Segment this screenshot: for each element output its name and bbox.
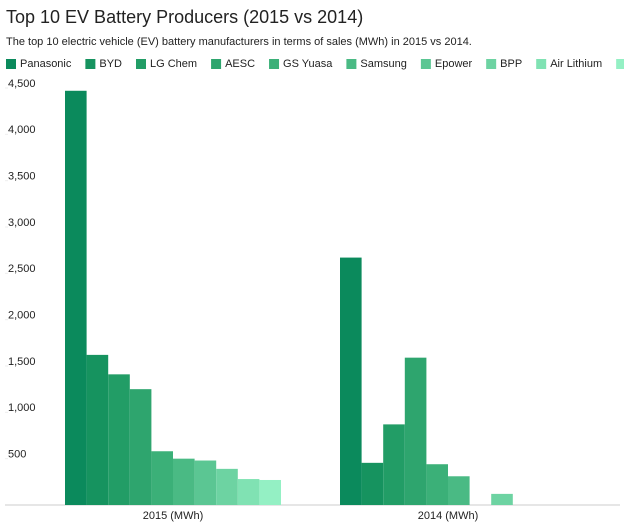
legend-swatch bbox=[420, 59, 431, 69]
legend-label: Samsung bbox=[360, 58, 406, 70]
bar bbox=[426, 464, 448, 505]
legend-swatch bbox=[211, 59, 222, 69]
y-tick-label: 1,500 bbox=[8, 356, 36, 368]
legend-swatch bbox=[486, 59, 497, 69]
legend-label: Epower bbox=[435, 58, 473, 70]
bar bbox=[259, 479, 281, 505]
legend-swatch bbox=[6, 59, 16, 69]
legend-swatch bbox=[269, 59, 280, 69]
y-tick-label: 4,000 bbox=[8, 124, 36, 136]
bar bbox=[194, 460, 217, 505]
bar bbox=[216, 468, 238, 505]
legend-swatch bbox=[136, 59, 146, 69]
bar bbox=[448, 476, 470, 505]
y-tick-label: 4,500 bbox=[8, 78, 36, 90]
bar bbox=[173, 458, 195, 505]
bar bbox=[340, 257, 362, 505]
legend-swatch bbox=[346, 59, 357, 69]
legend-label: LG Chem bbox=[150, 58, 197, 70]
bar bbox=[86, 354, 109, 505]
bar bbox=[151, 451, 173, 505]
bar bbox=[129, 389, 152, 505]
legend-swatch bbox=[616, 59, 624, 69]
legend-swatch bbox=[85, 59, 96, 69]
y-tick-label: 2,500 bbox=[8, 263, 36, 275]
y-tick-label: 3,500 bbox=[8, 171, 36, 183]
y-tick-label: 1,000 bbox=[8, 402, 36, 414]
y-tick-label: 2,000 bbox=[8, 310, 36, 322]
bar bbox=[383, 424, 405, 505]
chart-subtitle: The top 10 electric vehicle (EV) battery… bbox=[6, 36, 472, 48]
legend-label: AESC bbox=[225, 58, 255, 70]
legend-label: BYD bbox=[99, 58, 122, 70]
x-tick-label: 2015 (MWh) bbox=[143, 510, 204, 522]
y-tick-label: 3,000 bbox=[8, 217, 36, 229]
legend-label: Air Lithium bbox=[550, 58, 602, 70]
legend-label: GS Yuasa bbox=[283, 58, 333, 70]
bar bbox=[65, 90, 87, 505]
bar bbox=[237, 479, 260, 505]
legend-label: Panasonic bbox=[20, 58, 72, 70]
legend-label: BPP bbox=[500, 58, 522, 70]
bar bbox=[491, 493, 513, 505]
legend-swatch bbox=[536, 59, 547, 69]
bar bbox=[404, 357, 427, 505]
x-tick-label: 2014 (MWh) bbox=[418, 510, 479, 522]
bar bbox=[108, 374, 130, 505]
chart-title: Top 10 EV Battery Producers (2015 vs 201… bbox=[6, 7, 363, 27]
y-tick-label: 500 bbox=[8, 449, 26, 461]
bar bbox=[361, 462, 384, 505]
